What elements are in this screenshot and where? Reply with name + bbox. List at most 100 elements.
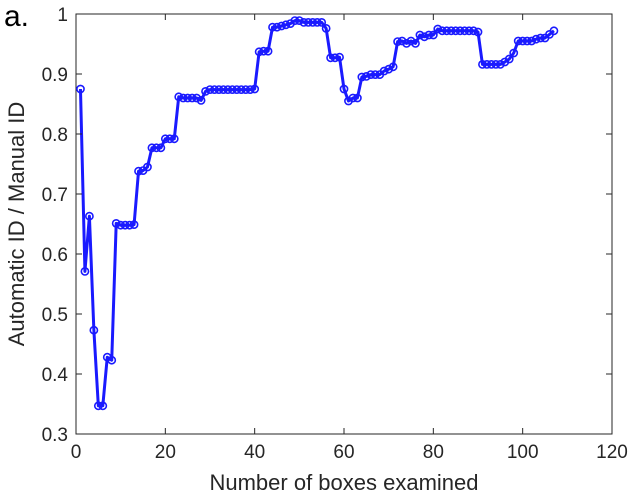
data-point xyxy=(80,266,90,276)
x-tick-label: 20 xyxy=(155,442,176,463)
data-point xyxy=(330,53,340,63)
y-tick-label: 1 xyxy=(57,5,68,26)
data-point xyxy=(536,33,545,43)
y-tick-label: 0.7 xyxy=(42,185,68,206)
data-point xyxy=(201,87,210,96)
data-point xyxy=(518,36,528,46)
data-point xyxy=(125,220,135,230)
data-point xyxy=(335,52,344,62)
data-point xyxy=(460,26,469,36)
data-point xyxy=(268,22,277,32)
data-point xyxy=(120,220,130,230)
data-point xyxy=(143,162,152,172)
data-point xyxy=(169,134,179,144)
plot-area xyxy=(75,13,613,435)
data-point xyxy=(210,85,219,94)
data-point xyxy=(178,93,188,103)
data-point xyxy=(299,17,309,27)
data-point xyxy=(116,220,126,230)
data-point xyxy=(451,26,461,36)
data-point xyxy=(134,166,143,176)
data-point xyxy=(478,60,487,69)
data-point xyxy=(428,30,438,40)
data-point xyxy=(352,93,362,103)
data-point xyxy=(482,60,492,69)
data-point xyxy=(442,26,452,36)
data-point xyxy=(415,30,425,40)
data-point xyxy=(93,401,103,411)
data-point xyxy=(527,36,536,46)
data-point xyxy=(277,21,286,31)
data-point xyxy=(254,47,264,57)
data-point xyxy=(366,70,376,79)
data-point xyxy=(263,46,273,56)
data-point xyxy=(433,24,443,34)
axes-box xyxy=(75,13,613,435)
data-point xyxy=(370,70,380,79)
x-tick-label: 0 xyxy=(71,442,82,463)
data-point xyxy=(379,66,389,76)
data-point xyxy=(317,17,327,27)
data-point xyxy=(393,37,402,46)
data-point xyxy=(250,84,260,94)
data-point xyxy=(236,85,246,94)
y-tick-label: 0.6 xyxy=(42,245,68,266)
data-point xyxy=(174,92,184,102)
data-point xyxy=(495,60,505,69)
data-point xyxy=(156,143,166,153)
y-tick-label: 0.4 xyxy=(42,365,69,386)
data-point xyxy=(294,16,304,25)
data-point xyxy=(183,93,193,103)
data-point xyxy=(281,20,291,30)
data-point xyxy=(245,85,255,94)
data-point xyxy=(89,325,99,335)
data-point xyxy=(446,26,456,36)
data-point xyxy=(312,17,322,27)
data-point xyxy=(214,85,224,94)
data-point xyxy=(259,46,268,56)
y-axis-title: Automatic ID / Manual ID xyxy=(4,102,29,347)
data-point xyxy=(196,96,206,105)
data-point xyxy=(339,84,349,94)
data-point xyxy=(424,30,434,40)
data-point xyxy=(160,134,170,144)
data-point xyxy=(549,26,559,36)
data-point xyxy=(522,36,532,46)
data-point xyxy=(321,23,331,33)
data-point xyxy=(107,355,117,365)
x-tick-label: 100 xyxy=(507,442,539,463)
data-point xyxy=(406,36,416,46)
data-point xyxy=(464,26,474,36)
data-point xyxy=(272,22,282,32)
data-point xyxy=(419,32,429,42)
series-line xyxy=(78,19,555,408)
data-point xyxy=(469,26,478,36)
data-point xyxy=(241,85,251,94)
y-tick-label: 0.3 xyxy=(42,425,68,446)
data-point xyxy=(473,27,483,37)
data-point xyxy=(361,72,371,81)
data-point xyxy=(402,39,411,48)
data-point xyxy=(388,62,398,72)
data-point xyxy=(455,26,465,36)
data-point xyxy=(303,17,313,27)
data-point xyxy=(326,53,335,63)
data-point xyxy=(513,36,523,46)
data-point xyxy=(205,85,215,94)
data-point xyxy=(504,54,514,64)
data-point xyxy=(384,64,394,74)
data-point xyxy=(357,72,367,82)
data-point xyxy=(151,143,161,153)
tick-layer: 0 20 40 60 80 100 120 0.3 0.4 0.5 0.6 0.7 0.8 0.9 1 xyxy=(42,5,628,463)
x-tick-label: 40 xyxy=(244,442,265,463)
data-point xyxy=(165,134,175,144)
series-layer xyxy=(76,16,559,411)
data-point xyxy=(98,401,108,411)
x-tick-label: 60 xyxy=(333,442,354,463)
data-point xyxy=(308,17,318,27)
data-point xyxy=(509,48,519,58)
data-point xyxy=(486,60,496,69)
data-point xyxy=(232,85,242,94)
data-point xyxy=(397,36,407,46)
